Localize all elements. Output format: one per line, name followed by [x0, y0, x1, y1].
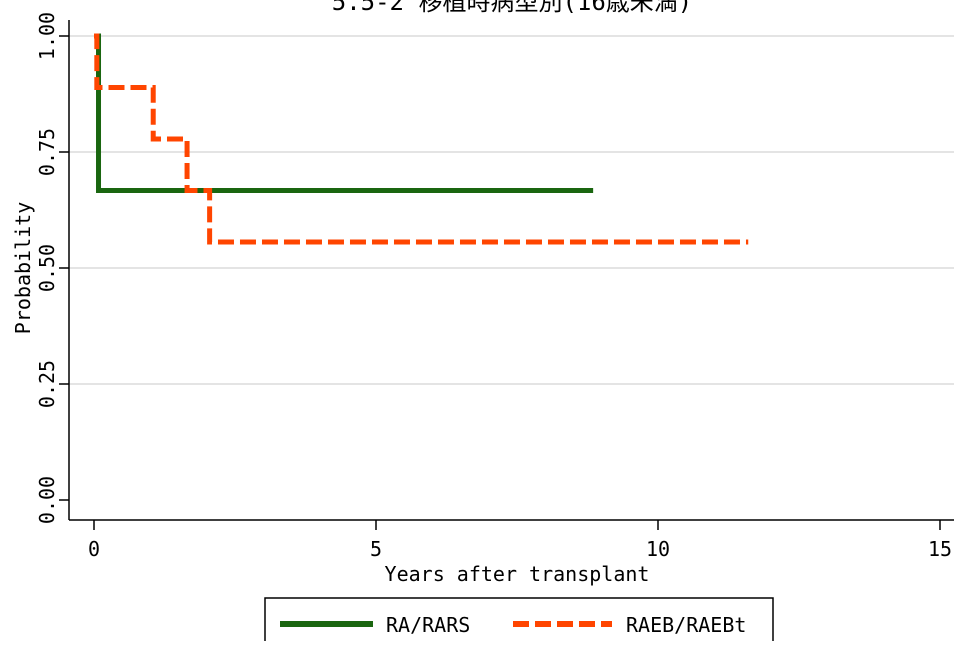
axis-ticks: 0 5 10 15 0.00 0.25 0.50 0.75 1.00	[35, 12, 952, 561]
x-tick-label: 10	[646, 537, 670, 561]
y-tick-label: 0.00	[35, 476, 59, 524]
series-lines	[94, 33, 749, 245]
series-line-raeb-raebt	[94, 33, 749, 245]
x-tick-label: 5	[370, 537, 382, 561]
x-tick-label: 15	[928, 537, 952, 561]
axes	[68, 20, 954, 521]
y-tick-label: 0.50	[35, 244, 59, 292]
legend-label-raeb-raebt: RAEB/RAEBt	[626, 613, 746, 637]
legend: RA/RARS RAEB/RAEBt	[264, 597, 774, 646]
y-tick-label: 0.25	[35, 360, 59, 408]
x-tick-label: 0	[88, 537, 100, 561]
grid-lines	[69, 35, 954, 385]
y-tick-label: 1.00	[35, 12, 59, 60]
x-axis-label: Years after transplant	[385, 562, 650, 586]
y-tick-label: 0.75	[35, 128, 59, 176]
chart-title: 5.5-2 移植時病型別(16歳未満)	[332, 0, 693, 16]
legend-label-ra-rars: RA/RARS	[386, 613, 470, 637]
y-axis-label: Probability	[11, 202, 35, 334]
